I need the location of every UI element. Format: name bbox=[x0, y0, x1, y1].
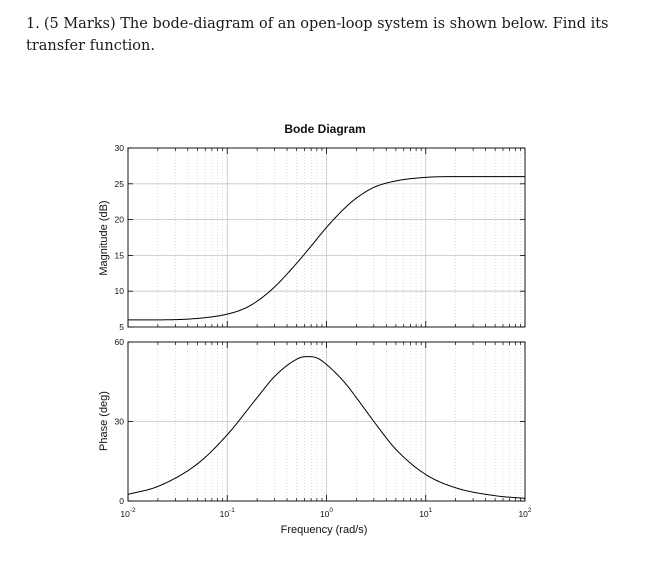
frequency-tick-exponent: 1 bbox=[429, 507, 433, 514]
magnitude-y-tick-label: 30 bbox=[115, 143, 125, 153]
frequency-axis-label: Frequency (rad/s) bbox=[281, 524, 368, 536]
magnitude-axis-ticks: 5 10 15 20 25 30 bbox=[115, 143, 526, 332]
magnitude-y-tick-label: 20 bbox=[115, 215, 125, 225]
magnitude-axis-label: Magnitude (dB) bbox=[98, 200, 110, 275]
magnitude-panel: 5 10 15 20 25 30 Magnitude (dB) bbox=[98, 143, 526, 332]
magnitude-y-tick-label: 25 bbox=[115, 179, 125, 189]
magnitude-y-tick-label: 10 bbox=[115, 286, 125, 296]
frequency-tick-base: 10 bbox=[518, 509, 528, 519]
chart-title: Bode Diagram bbox=[284, 122, 365, 136]
phase-curve bbox=[127, 356, 526, 499]
phase-y-tick-label: 0 bbox=[119, 496, 124, 506]
frequency-tick-base: 10 bbox=[120, 509, 130, 519]
frequency-tick-exponent: -1 bbox=[229, 507, 235, 514]
frequency-tick-exponent: 2 bbox=[528, 507, 532, 514]
magnitude-y-tick-label: 15 bbox=[115, 250, 125, 260]
frequency-tick-base: 10 bbox=[320, 509, 330, 519]
frequency-tick-exponent: -2 bbox=[130, 507, 136, 514]
question-text: 1. (5 Marks) The bode-diagram of an open-… bbox=[26, 13, 626, 57]
phase-panel: 0 30 60 Phase (deg) bbox=[98, 337, 526, 506]
magnitude-y-tick-label: 5 bbox=[119, 322, 124, 332]
frequency-tick-label: 101 bbox=[419, 507, 432, 519]
frequency-tick-label: 10-2 bbox=[120, 507, 136, 519]
phase-y-tick-label: 60 bbox=[115, 337, 125, 347]
frequency-tick-label: 100 bbox=[320, 507, 333, 519]
frequency-tick-label: 10-1 bbox=[220, 507, 236, 519]
magnitude-curve bbox=[128, 176, 525, 321]
phase-grid bbox=[128, 342, 525, 501]
question-number: 1. bbox=[26, 16, 40, 32]
frequency-tick-base: 10 bbox=[419, 509, 429, 519]
question-body: (5 Marks) The bode-diagram of an open-lo… bbox=[26, 16, 609, 54]
frequency-axis-ticks: 10-2 10-1 100 101 102 bbox=[120, 507, 532, 519]
phase-axis-label: Phase (deg) bbox=[98, 391, 110, 451]
phase-y-tick-label: 30 bbox=[115, 417, 125, 427]
frequency-tick-label: 102 bbox=[518, 507, 531, 519]
frequency-tick-base: 10 bbox=[220, 509, 230, 519]
phase-axis-ticks: 0 30 60 bbox=[115, 337, 526, 506]
frequency-tick-exponent: 0 bbox=[329, 507, 333, 514]
